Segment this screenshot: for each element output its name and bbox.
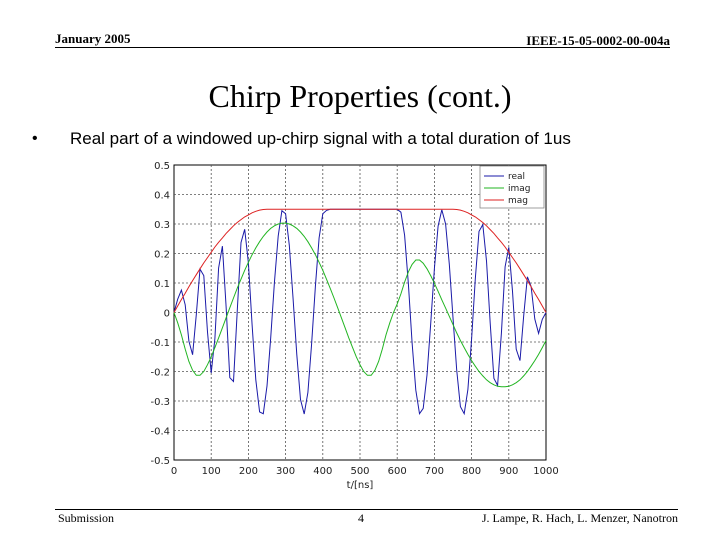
- y-tick-label: -0.5: [150, 456, 170, 467]
- footer-submission: Submission: [58, 511, 115, 525]
- x-tick-label: 200: [239, 466, 258, 477]
- legend-box: [479, 165, 545, 209]
- header-doc-id: IEEE-15-05-0002-00-004a: [526, 33, 670, 48]
- bullet-text: Real part of a windowed up-chirp signal …: [70, 129, 571, 148]
- y-tick-label: 0.1: [154, 279, 170, 290]
- series-line-mag: [173, 208, 547, 313]
- legend-label-real: real: [508, 172, 525, 182]
- x-tick-label: 1000: [533, 466, 558, 477]
- y-tick-label: 0.5: [154, 161, 170, 172]
- x-tick-label: 600: [388, 466, 407, 477]
- x-tick-label: 500: [350, 466, 369, 477]
- x-tick-label: 100: [202, 466, 221, 477]
- y-tick-label: 0.4: [154, 191, 170, 202]
- footer-authors: J. Lampe, R. Hach, L. Menzer, Nanotron: [481, 511, 678, 525]
- chirp-chart: 0 100 200 300 400 500 600 700 800 900 1000 0.5 0.4 0.…: [150, 161, 558, 491]
- y-tick-label: 0.3: [154, 220, 170, 231]
- header-rule: [55, 47, 670, 48]
- series-line-imag: [173, 222, 547, 388]
- legend-label-mag: mag: [508, 196, 528, 206]
- x-tick-label: 300: [276, 466, 295, 477]
- x-tick-label: 900: [499, 466, 518, 477]
- x-tick-label: 0: [171, 466, 177, 477]
- y-tick-label: 0.2: [154, 250, 170, 261]
- bullet-marker: •: [32, 130, 38, 147]
- x-tick-label: 400: [313, 466, 332, 477]
- y-tick-label: -0.1: [150, 338, 170, 349]
- x-tick-label: 700: [425, 466, 444, 477]
- x-tick-label: 800: [462, 466, 481, 477]
- footer-rule: [55, 509, 678, 510]
- slide-title: Chirp Properties (cont.): [208, 78, 512, 114]
- footer-page-number: 4: [358, 511, 364, 525]
- y-tick-label: -0.4: [150, 427, 170, 438]
- y-tick-label: -0.3: [150, 397, 170, 408]
- legend-label-imag: imag: [508, 184, 531, 194]
- header-date: January 2005: [55, 31, 131, 46]
- y-tick-label: -0.2: [150, 368, 170, 379]
- y-tick-label: 0: [164, 309, 170, 320]
- x-axis-label: t/[ns]: [347, 480, 374, 491]
